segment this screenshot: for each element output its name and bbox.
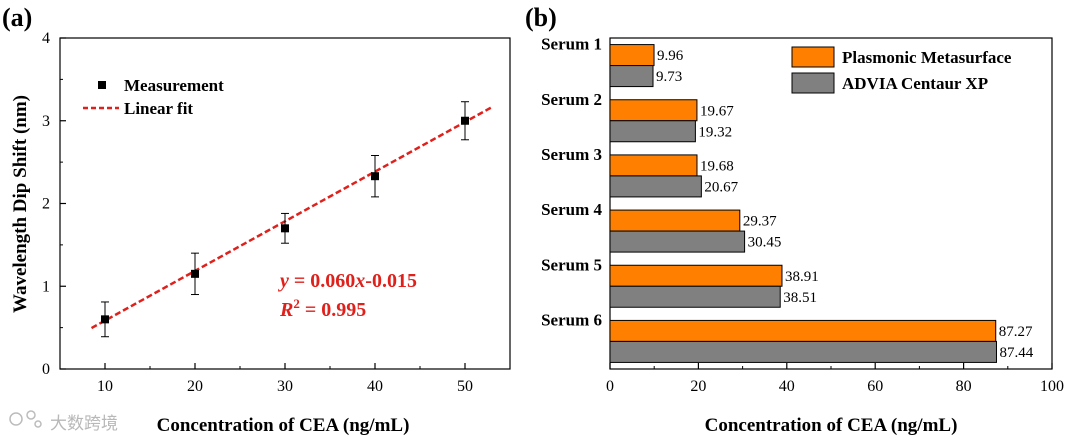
legend-advia-label: ADVIA Centaur XP	[842, 74, 988, 93]
bar-plasmonic-metasurface	[609, 319, 997, 342]
bar-value-label: 19.68	[700, 158, 734, 174]
bar-value-label: 87.27	[999, 324, 1033, 340]
bar-value-label: 38.91	[785, 269, 819, 285]
bar-value-label: 29.37	[743, 214, 777, 230]
category-label: Serum 1	[541, 35, 602, 54]
category-label: Serum 4	[541, 200, 602, 219]
bar-value-label: 20.67	[704, 179, 738, 195]
r-superscript: 2	[293, 296, 300, 311]
y-tick-label: 0	[42, 361, 50, 378]
fit-equation: y = 0.060x-0.015	[278, 270, 417, 292]
bar-value-label: 9.96	[657, 48, 684, 64]
x-tick-label: 50	[457, 378, 473, 395]
panel-b-x-axis-title: Concentration of CEA (ng/mL)	[705, 415, 958, 436]
bar-advia-centaur	[609, 340, 997, 363]
legend-measurement-marker	[98, 81, 106, 89]
x-tick-label: 20	[690, 378, 706, 395]
measurement-point	[101, 315, 109, 324]
watermark-logo-icon	[9, 410, 42, 428]
eq-mid: = 0.060	[289, 270, 355, 292]
y-tick-label: 2	[42, 196, 50, 213]
x-tick-label: 0	[606, 378, 614, 395]
bar-value-label: 38.51	[783, 290, 817, 306]
r-value: = 0.995	[300, 299, 366, 321]
bar-plasmonic-metasurface	[609, 209, 741, 232]
category-label: Serum 5	[541, 255, 602, 274]
x-tick-label: 100	[1040, 378, 1064, 395]
panel-a-ticks: 10 20 30 40 50 0 1 2 3 4	[42, 30, 511, 395]
legend-advia-swatch	[791, 72, 835, 94]
panel-a-fit-layer	[90, 106, 493, 330]
bar-value-label: 87.44	[999, 345, 1033, 361]
panel-a-points	[101, 101, 469, 338]
bar-value-label: 19.67	[700, 103, 734, 119]
panel-b-bars: 9.96 9.73 19.67 19.32 19.68 20.67 29.37 30.45 38…	[609, 44, 1034, 363]
x-tick-label: 30	[277, 378, 293, 395]
legend-plasmonic-swatch	[791, 46, 835, 68]
panel-a-scatter-chart: (a) Concentration of CEA (ng/mL) Wavelen…	[2, 3, 511, 436]
measurement-point	[371, 172, 379, 181]
x-tick-label: 40	[779, 378, 795, 395]
bar-value-label: 30.45	[748, 235, 782, 251]
measurement-point	[191, 269, 199, 278]
category-label: Serum 2	[541, 90, 602, 109]
eq-tail: -0.015	[365, 270, 417, 292]
panel-b-legend: Plasmonic Metasurface ADVIA Centaur XP	[791, 46, 1012, 94]
y-tick-label: 4	[42, 30, 50, 47]
linear-fit-line	[90, 106, 493, 330]
panel-b-bar-chart: (b) Concentration of CEA (ng/mL) 0 20 40 60…	[525, 3, 1064, 436]
bar-advia-centaur	[609, 120, 696, 143]
watermark-text: 大数跨境	[50, 414, 118, 434]
x-tick-label: 20	[187, 378, 203, 395]
legend-linear-fit-label: Linear fit	[124, 99, 193, 118]
panel-a-y-axis-title: Wavelength Dip Shift (nm)	[10, 95, 31, 313]
measurement-point	[281, 224, 289, 233]
category-label: Serum 3	[541, 145, 602, 164]
eq-y: y	[278, 270, 289, 292]
legend-measurement-label: Measurement	[124, 76, 224, 95]
panel-a-legend: Measurement Linear fit	[83, 76, 224, 118]
measurement-point	[461, 116, 469, 125]
bar-advia-centaur	[609, 230, 746, 253]
panel-b-ticks: 0 20 40 60 80 100 Serum 1 Serum 2 Serum 3 Serum 4…	[541, 35, 1064, 395]
bar-value-label: 9.73	[656, 69, 682, 85]
legend-plasmonic-label: Plasmonic Metasurface	[842, 48, 1012, 67]
r-letter: R	[279, 299, 293, 321]
bar-plasmonic-metasurface	[609, 154, 698, 177]
bar-advia-centaur	[609, 285, 781, 308]
fit-equation-annotation: y = 0.060x-0.015 R2 = 0.995	[278, 270, 417, 321]
panel-a-label: (a)	[2, 3, 32, 32]
bar-advia-centaur	[609, 65, 654, 88]
bar-value-label: 19.32	[698, 124, 732, 140]
y-tick-label: 3	[42, 113, 50, 130]
x-tick-label: 40	[367, 378, 383, 395]
eq-x: x	[354, 270, 365, 292]
bar-plasmonic-metasurface	[609, 264, 783, 287]
panel-b-label: (b)	[525, 3, 557, 32]
r-squared: R2 = 0.995	[279, 296, 366, 321]
bar-plasmonic-metasurface	[609, 44, 655, 67]
x-tick-label: 10	[97, 378, 113, 395]
category-label: Serum 6	[541, 310, 602, 329]
panel-a-x-axis-title: Concentration of CEA (ng/mL)	[157, 415, 410, 436]
bar-plasmonic-metasurface	[609, 99, 698, 122]
x-tick-label: 60	[867, 378, 883, 395]
y-tick-label: 1	[42, 278, 50, 295]
x-tick-label: 80	[956, 378, 972, 395]
bar-advia-centaur	[609, 175, 702, 198]
